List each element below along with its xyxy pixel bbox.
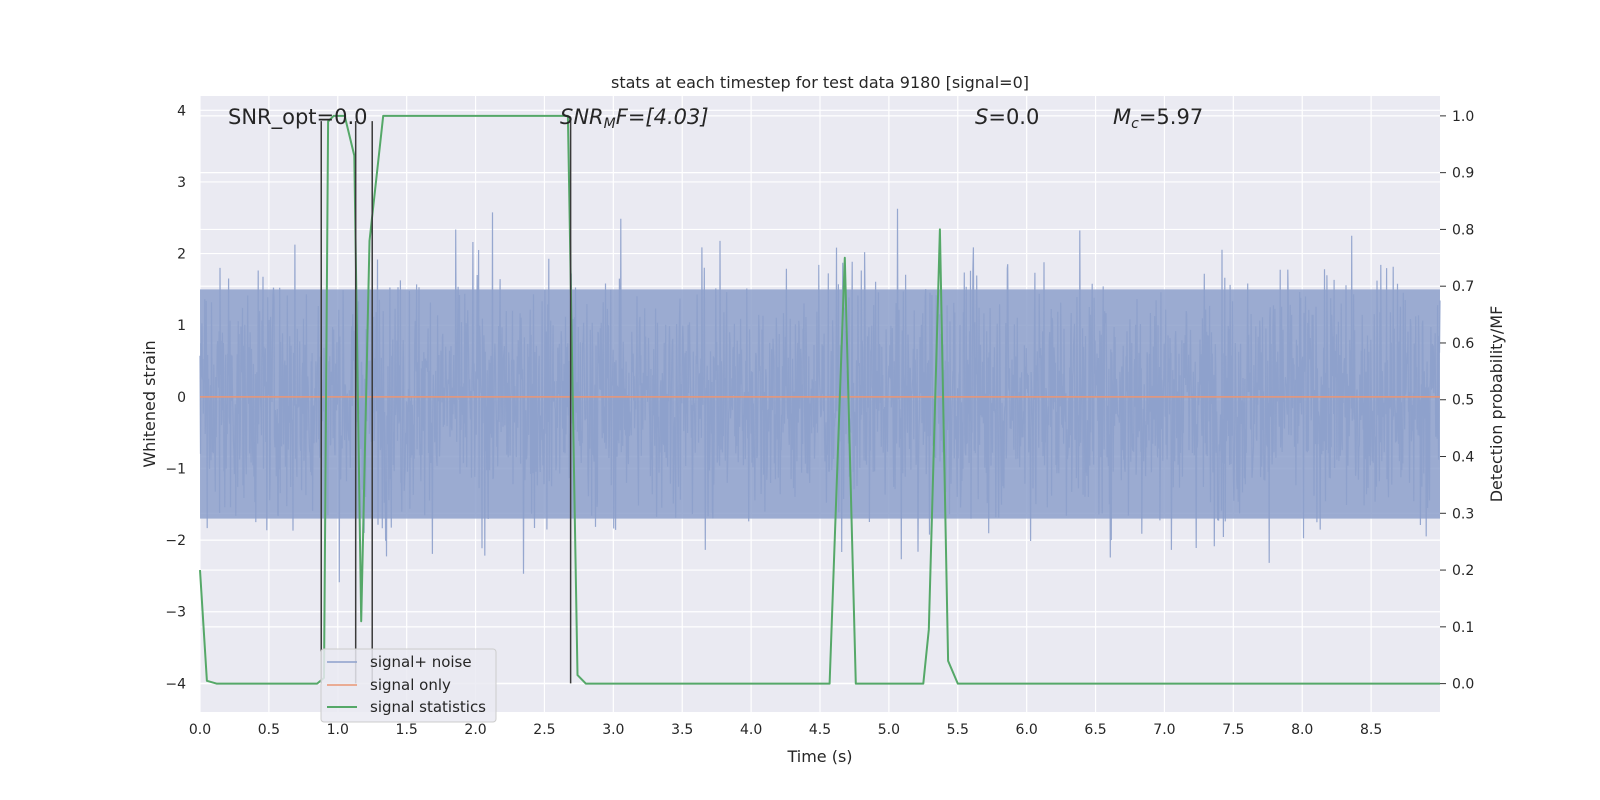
x-tick-label-2: 1.0 — [327, 722, 349, 738]
x-tick-label-5: 2.5 — [533, 722, 555, 738]
x-tick-label-15: 7.5 — [1222, 722, 1244, 738]
y2-tick-label-3: 0.3 — [1452, 506, 1474, 522]
x-tick-label-17: 8.5 — [1360, 722, 1382, 738]
y-tick-label-6: 2 — [177, 247, 186, 263]
x-tick-label-11: 5.5 — [947, 722, 969, 738]
chart-title: stats at each timestep for test data 918… — [611, 73, 1029, 92]
y-axis-label: Whitened strain — [140, 340, 159, 467]
y2-tick-label-7: 0.7 — [1452, 279, 1474, 295]
y2-tick-label-1: 0.1 — [1452, 620, 1474, 636]
x-tick-label-12: 6.0 — [1016, 722, 1038, 738]
x-tick-label-14: 7.0 — [1153, 722, 1175, 738]
x-tick-label-9: 4.5 — [809, 722, 831, 738]
annotation-mc: Mc=5.97 — [1113, 105, 1203, 132]
x-axis-label: Time (s) — [786, 747, 852, 766]
y2-tick-label-5: 0.5 — [1452, 393, 1474, 409]
y2-tick-label-4: 0.4 — [1452, 450, 1474, 466]
noise-series — [199, 208, 1441, 583]
y2-tick-label-0: 0.0 — [1452, 677, 1474, 693]
x-tick-label-0: 0.0 — [189, 722, 211, 738]
annotation-s-rest: =0.0 — [988, 105, 1039, 129]
annotation-snr-mf: SNRMF=[4.03] — [560, 105, 709, 132]
noise-line — [199, 208, 1441, 583]
y-tick-label-0: −4 — [165, 676, 186, 692]
legend-box — [320, 648, 497, 723]
annotation-snr-mf-sub: M — [604, 116, 616, 132]
y2-tick-labels: 0.0 0.1 0.2 0.3 0.4 0.5 0.6 0.7 0.8 0.9 1.0 — [1440, 109, 1474, 693]
y2-tick-label-9: 0.9 — [1452, 166, 1474, 182]
x-tick-label-1: 0.5 — [258, 722, 280, 738]
annotation-mc-rest: =5.97 — [1139, 105, 1203, 129]
x-tick-label-6: 3.0 — [602, 722, 624, 738]
annotation-snr-mf-rest: F=[4.03] — [616, 105, 709, 129]
y2-axis-label: Detection probability/MF — [1487, 306, 1506, 503]
annotation-mc-main: M — [1113, 105, 1131, 129]
legend: signal+ noise signal only signal statist… — [320, 648, 497, 723]
y-tick-labels: −4 −3 −2 −1 0 1 2 3 4 — [165, 103, 186, 692]
y2-tick-label-8: 0.8 — [1452, 222, 1474, 238]
x-tick-label-8: 4.0 — [740, 722, 762, 738]
x-tick-label-10: 5.0 — [878, 722, 900, 738]
x-tick-label-4: 2.0 — [464, 722, 486, 738]
legend-label-signal: signal only — [370, 676, 451, 694]
x-tick-label-7: 3.5 — [671, 722, 693, 738]
x-tick-labels: 0.0 0.5 1.0 1.5 2.0 2.5 3.0 3.5 4.0 4.5 5.0 5.5 6.0 6… — [189, 722, 1382, 738]
vertical-markers — [320, 121, 572, 684]
legend-label-noise: signal+ noise — [370, 653, 472, 671]
y-tick-label-4: 0 — [177, 390, 186, 406]
y-tick-label-2: −2 — [165, 533, 186, 549]
legend-label-stats: signal statistics — [370, 698, 486, 716]
annotation-snr-opt: SNR_opt=0.0 — [228, 105, 368, 130]
annotation-mc-sub: c — [1131, 116, 1139, 132]
x-tick-label-3: 1.5 — [396, 722, 418, 738]
y2-tick-label-2: 0.2 — [1452, 563, 1474, 579]
y-tick-label-8: 4 — [177, 103, 186, 119]
y-tick-label-1: −3 — [165, 605, 186, 621]
annotation-snr-mf-main: SNR — [560, 105, 604, 129]
y-tick-label-3: −1 — [165, 461, 186, 477]
x-tick-label-16: 8.0 — [1291, 722, 1313, 738]
y2-tick-label-10: 1.0 — [1452, 109, 1474, 125]
y2-tick-label-6: 0.6 — [1452, 336, 1474, 352]
x-tick-label-13: 6.5 — [1084, 722, 1106, 738]
annotation-s: S=0.0 — [975, 105, 1039, 129]
annotation-s-main: S — [975, 105, 988, 129]
y-tick-label-5: 1 — [177, 318, 186, 334]
y-tick-label-7: 3 — [177, 175, 186, 191]
